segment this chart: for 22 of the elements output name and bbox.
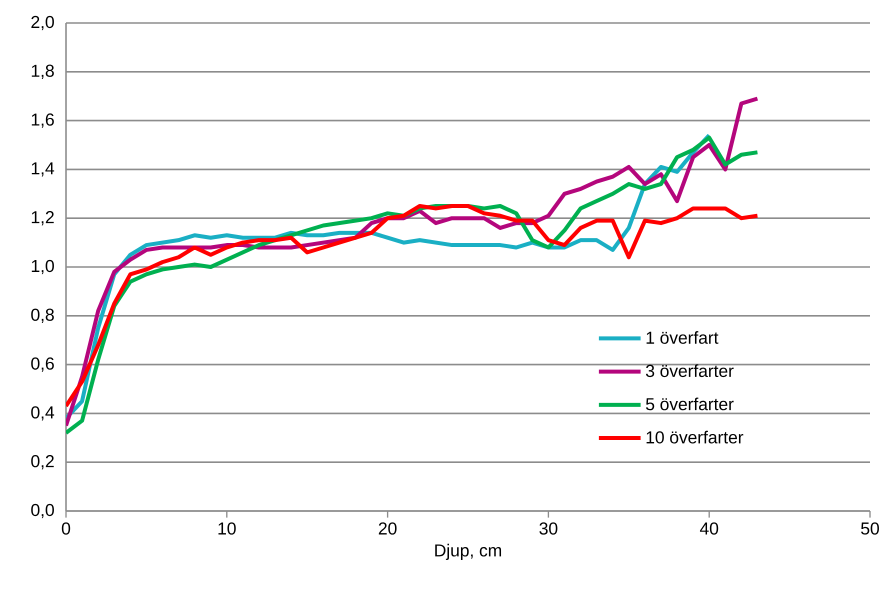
legend-label: 5 överfarter: [646, 398, 734, 410]
legend-label: 1 överfart: [646, 331, 718, 344]
x-tick-label: 10: [218, 522, 236, 535]
y-tick-label: 0,2: [31, 455, 54, 470]
legend-label: 10 överfarter: [646, 430, 744, 444]
y-tick-label: 1,6: [32, 113, 54, 128]
y-tick-label: 2,0: [31, 16, 54, 30]
y-tick-label: 0,8: [31, 308, 54, 323]
x-axis-title: Djup, cm: [435, 544, 502, 560]
x-tick-label: 30: [539, 522, 558, 535]
y-tick-label: 1,2: [32, 211, 54, 226]
legend-label: 3 överfarter: [646, 364, 734, 378]
x-tick-label: 50: [861, 522, 879, 535]
y-tick-label: 1,8: [32, 64, 54, 79]
x-tick-label: 20: [378, 522, 397, 535]
y-tick-label: 1,4: [32, 162, 54, 176]
y-tick-label: 0,6: [31, 357, 54, 372]
x-tick-label: 40: [700, 522, 718, 535]
y-tick-label: 0,0: [31, 504, 54, 518]
y-tick-label: 1,0: [32, 260, 54, 274]
y-tick-label: 0,4: [31, 406, 54, 421]
x-tick-label: 0: [62, 522, 70, 535]
